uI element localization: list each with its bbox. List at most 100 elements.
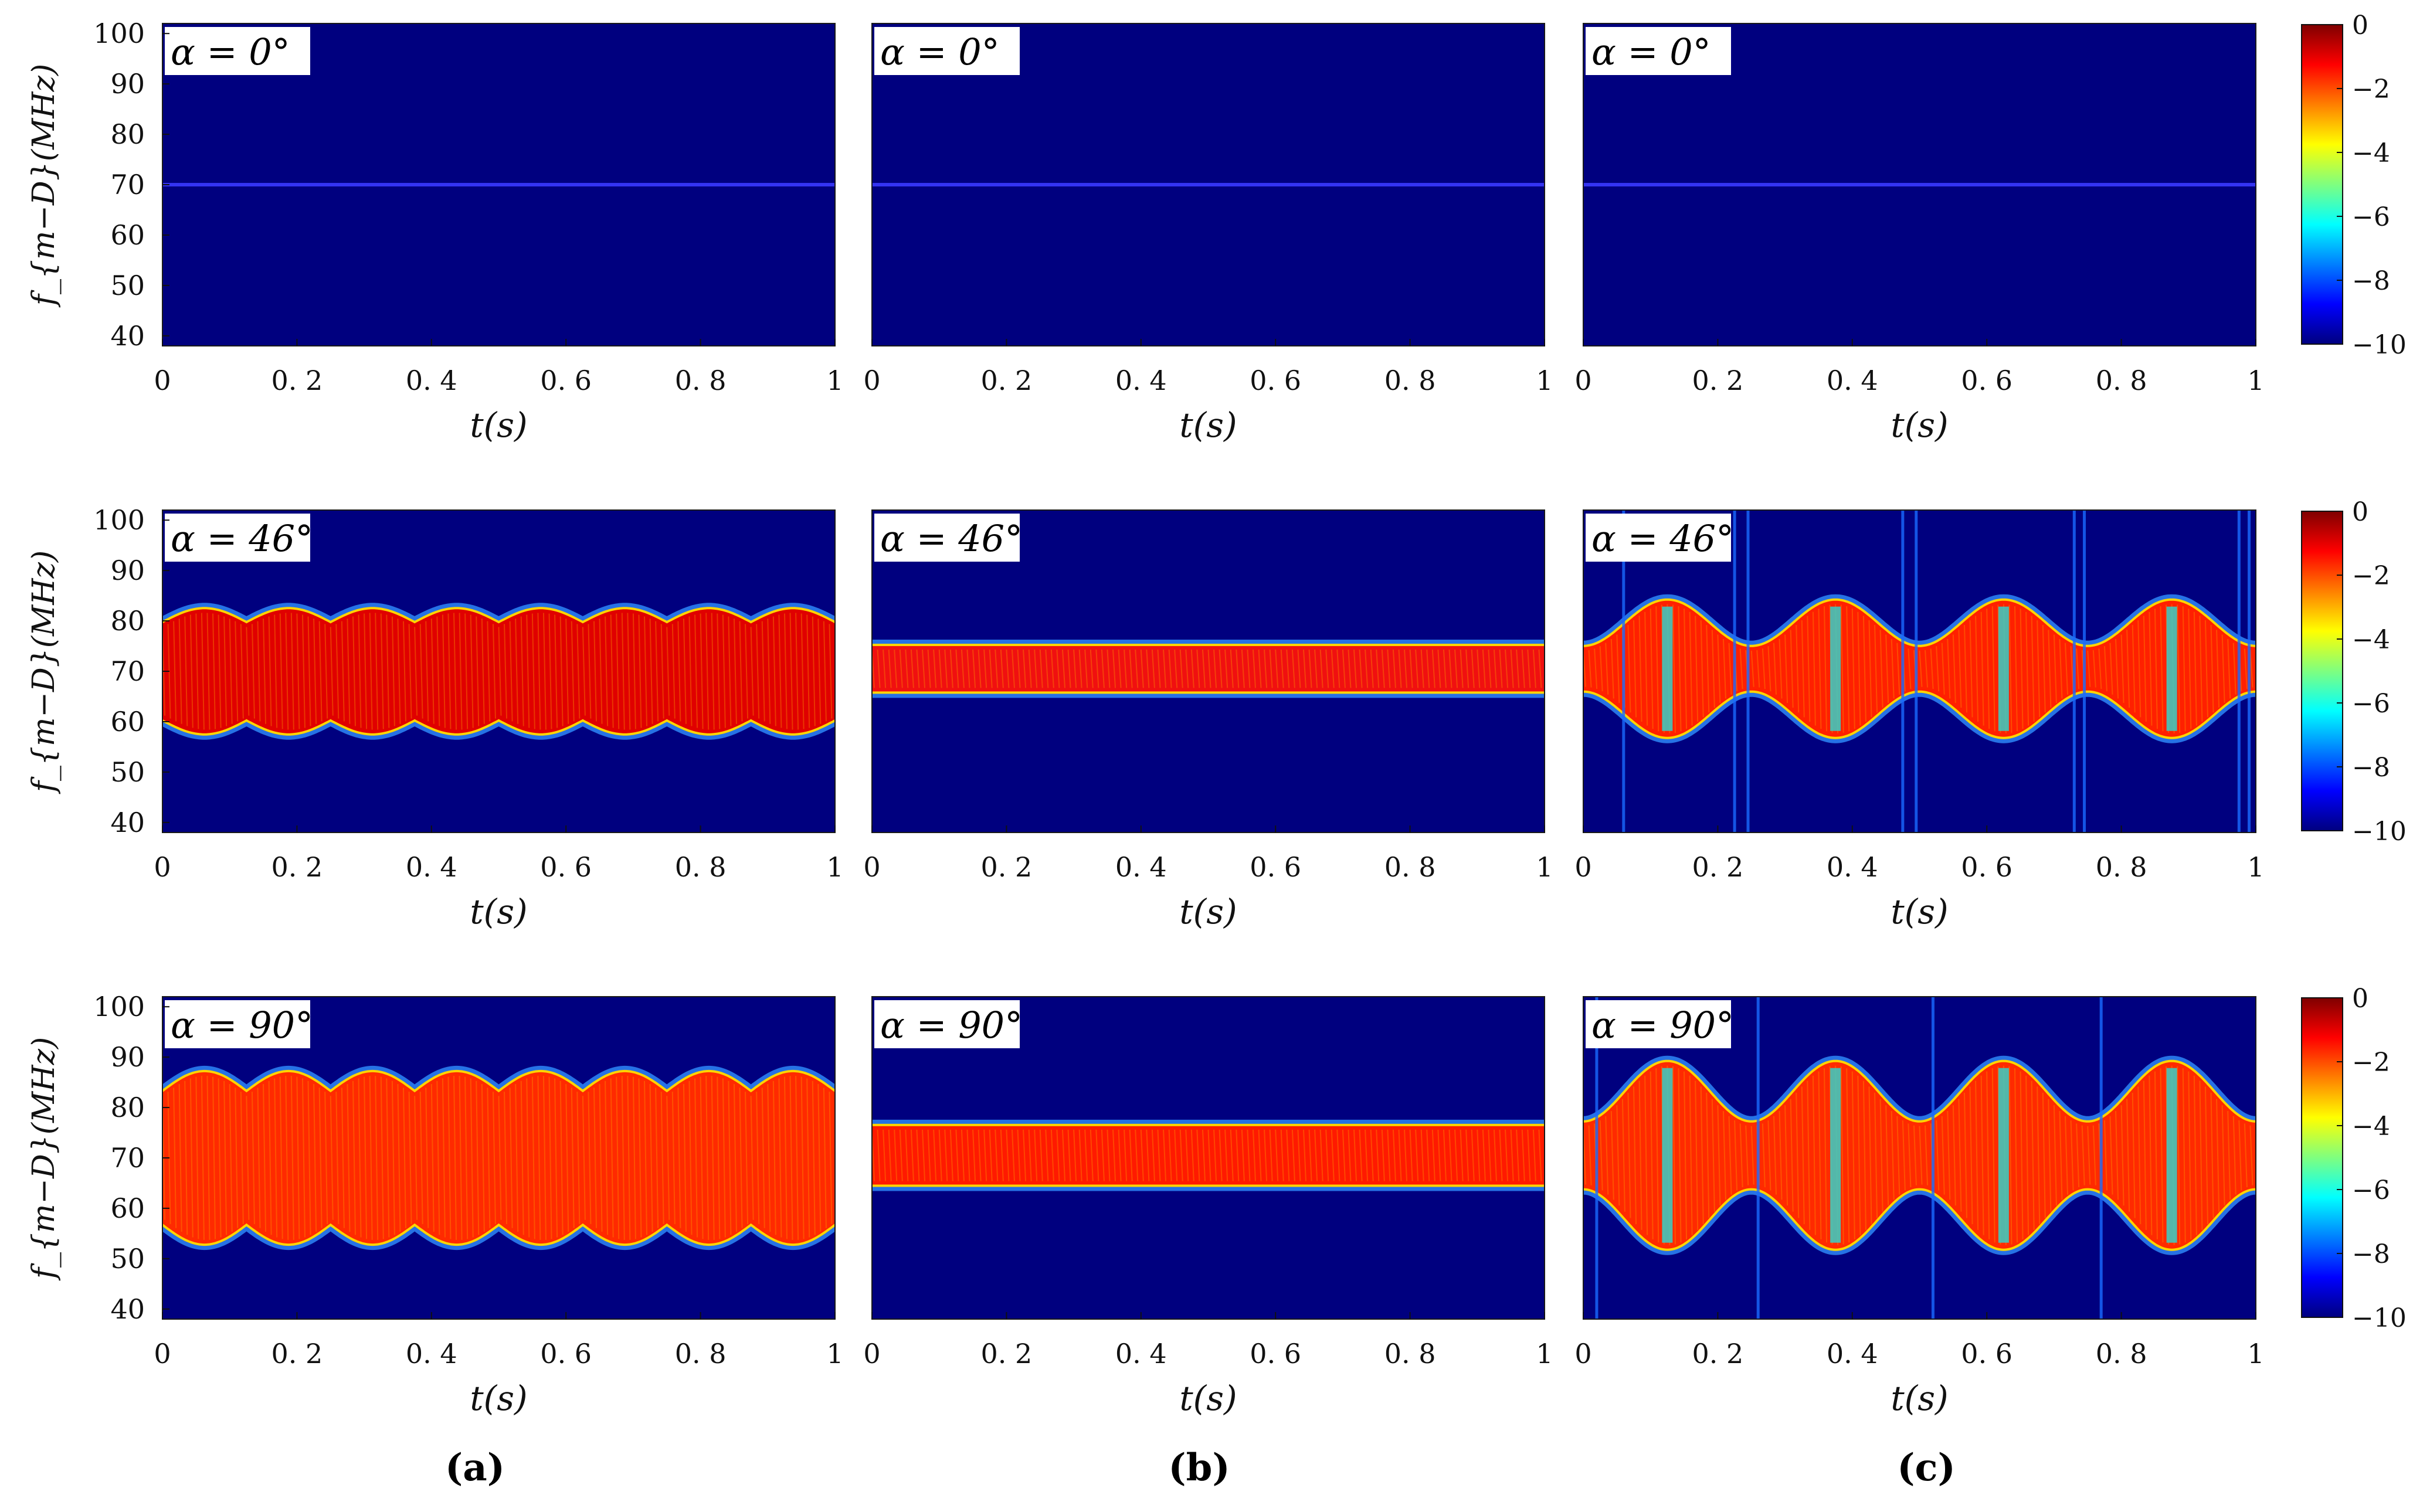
y-tick-label: 100: [93, 504, 145, 536]
colorbar-tick-label: 0: [2352, 11, 2368, 40]
x-tick-label: 0. 4: [1827, 1338, 1878, 1370]
y-tick-label: 40: [110, 320, 145, 352]
x-tick-label: 0. 8: [1384, 1338, 1436, 1370]
annotation-text: α = 0°: [880, 30, 1000, 73]
x-tick-label: 0. 2: [981, 851, 1033, 883]
annotation-text: α = 46°: [171, 517, 313, 560]
annotation-box: [874, 27, 1020, 75]
annotation-box: [165, 27, 310, 75]
panel-r1-c0: α = 46° 0 0. 2 0. 4 0. 6 0. 8 1 t(s) 40 50 60 70 80 9…: [26, 504, 844, 932]
x-tick-label: 0: [863, 365, 880, 396]
band-texture: [872, 649, 1545, 688]
plot-frame: [871, 23, 1545, 346]
x-tick-label: 0. 6: [1961, 365, 2012, 396]
panel-label-a: (a): [445, 1446, 505, 1490]
alpha-annotation: α = 0°: [874, 27, 1020, 75]
plot-frame: [1583, 996, 2256, 1320]
x-tick-label: 0. 8: [2096, 1338, 2147, 1370]
x-tick-label: 0: [154, 365, 171, 396]
y-tick-label: 50: [110, 1243, 145, 1275]
annotation-text: α = 90°: [171, 1004, 313, 1046]
colorbar-row-1: 0 −2 −4 −6 −8 −10: [2301, 497, 2407, 847]
y-tick-label: 90: [110, 1041, 145, 1073]
panel-r1-c1: α = 46° 0 0. 2 0. 4 0. 6 0. 8 1 t(s): [863, 509, 1553, 932]
colorbar-row-0: 0 −2 −4 −6 −8 −10: [2301, 11, 2407, 360]
x-tick-label: 0: [863, 1338, 880, 1370]
band-texture: [872, 1129, 1545, 1181]
colorbar-tick-label: 0: [2352, 984, 2368, 1014]
y-tick-label: 80: [110, 605, 145, 637]
lobe-ridge-2: [1998, 1068, 2009, 1243]
y-tick-label: 60: [110, 1192, 145, 1224]
annotation-box: [1586, 514, 1731, 562]
x-tick-label: 0. 4: [406, 1338, 457, 1370]
y-tick-label: 40: [110, 1293, 145, 1325]
y-tick-label: 90: [110, 555, 145, 586]
y-axis-label: f_{m−D}(MHz): [26, 551, 62, 795]
x-tick-label: 0. 2: [1692, 1338, 1744, 1370]
x-tick-label: 0. 4: [1827, 851, 1878, 883]
y-tick-label: 80: [110, 118, 145, 150]
colorbar-tick-label: −2: [2352, 74, 2390, 104]
band-fill: [162, 609, 835, 733]
x-axis-label: t(s): [1179, 892, 1237, 932]
band-fill: [1583, 600, 2256, 737]
alpha-annotation: α = 90°: [874, 1000, 1023, 1048]
x-tick-label: 0: [1574, 365, 1591, 396]
y-axis-label: f_{m−D}(MHz): [26, 1037, 62, 1282]
alpha-annotation: α = 0°: [165, 27, 310, 75]
y-tick-label: 80: [110, 1092, 145, 1123]
plot-frame: [871, 509, 1545, 833]
lobe-ridge-1: [1830, 1068, 1841, 1243]
colorbar-tick-label: −10: [2352, 330, 2407, 360]
annotation-text: α = 90°: [1591, 1004, 1734, 1046]
x-axis-label: t(s): [1179, 1378, 1237, 1418]
panel-label-c: (c): [1897, 1446, 1956, 1490]
x-tick-label: 1: [1536, 851, 1553, 883]
annotation-box: [1586, 1000, 1731, 1048]
x-tick-label: 0. 4: [406, 365, 457, 396]
annotation-text: α = 46°: [880, 517, 1023, 560]
y-tick-label: 70: [110, 655, 145, 687]
colorbar-gradient: [2301, 511, 2343, 831]
lobe-ridge-1: [1830, 606, 1841, 731]
x-tick-label: 0. 2: [271, 1338, 323, 1370]
y-tick-label: 70: [110, 1142, 145, 1174]
colorbar-tick-label: −8: [2352, 753, 2390, 783]
x-tick-label: 1: [826, 365, 843, 396]
panel-r2-c2: α = 90° 0 0. 2 0. 4 0. 6 0. 8 1 t(s): [1574, 996, 2265, 1418]
x-tick-label: 0: [1574, 851, 1591, 883]
x-tick-label: 0. 8: [2096, 365, 2147, 396]
panel-r2-c0: α = 90° 0 0. 2 0. 4 0. 6 0. 8 1 t(s) 40 50 60 70 80 9…: [26, 991, 844, 1418]
lobe-ridge-0: [1662, 1068, 1673, 1243]
y-tick-label: 100: [93, 18, 145, 49]
y-tick-label: 40: [110, 807, 145, 838]
x-tick-label: 0: [863, 851, 880, 883]
lobe-ridge-3: [2166, 606, 2177, 731]
panel-label-b: (b): [1168, 1446, 1230, 1490]
panel-r0-c0: α = 0° 0 0. 2 0. 4 0. 6 0. 8 1 t(s) 40 50 60 70 80 90…: [26, 18, 844, 445]
colorbar-row-2: 0 −2 −4 −6 −8 −10: [2301, 984, 2407, 1333]
y-tick-label: 60: [110, 706, 145, 738]
colorbar-gradient: [2301, 997, 2343, 1318]
x-tick-label: 0. 6: [540, 1338, 592, 1370]
x-tick-label: 0. 8: [2096, 851, 2147, 883]
y-axis-label: f_{m−D}(MHz): [26, 64, 62, 308]
annotation-box: [165, 1000, 310, 1048]
x-tick-label: 0. 4: [1115, 365, 1167, 396]
x-tick-label: 0. 4: [1115, 851, 1167, 883]
x-tick-label: 1: [826, 851, 843, 883]
alpha-annotation: α = 46°: [165, 514, 313, 562]
colorbars-layer: 0 −2 −4 −6 −8 −10 0 −2 −4 −6 −8 −10 0 −2 −4 −6 −8 −10: [2301, 11, 2407, 1333]
annotation-text: α = 46°: [1591, 517, 1734, 560]
x-tick-label: 0. 8: [1384, 365, 1436, 396]
plot-frame: [871, 996, 1545, 1320]
colorbar-tick-label: −2: [2352, 561, 2390, 591]
lobe-ridge-0: [1662, 606, 1673, 731]
x-axis-label: t(s): [470, 892, 527, 932]
colorbar-tick-label: −4: [2352, 625, 2390, 655]
x-tick-label: 0. 6: [1961, 1338, 2012, 1370]
annotation-text: α = 0°: [1591, 30, 1711, 73]
lobe-ridge-2: [1998, 606, 2009, 731]
